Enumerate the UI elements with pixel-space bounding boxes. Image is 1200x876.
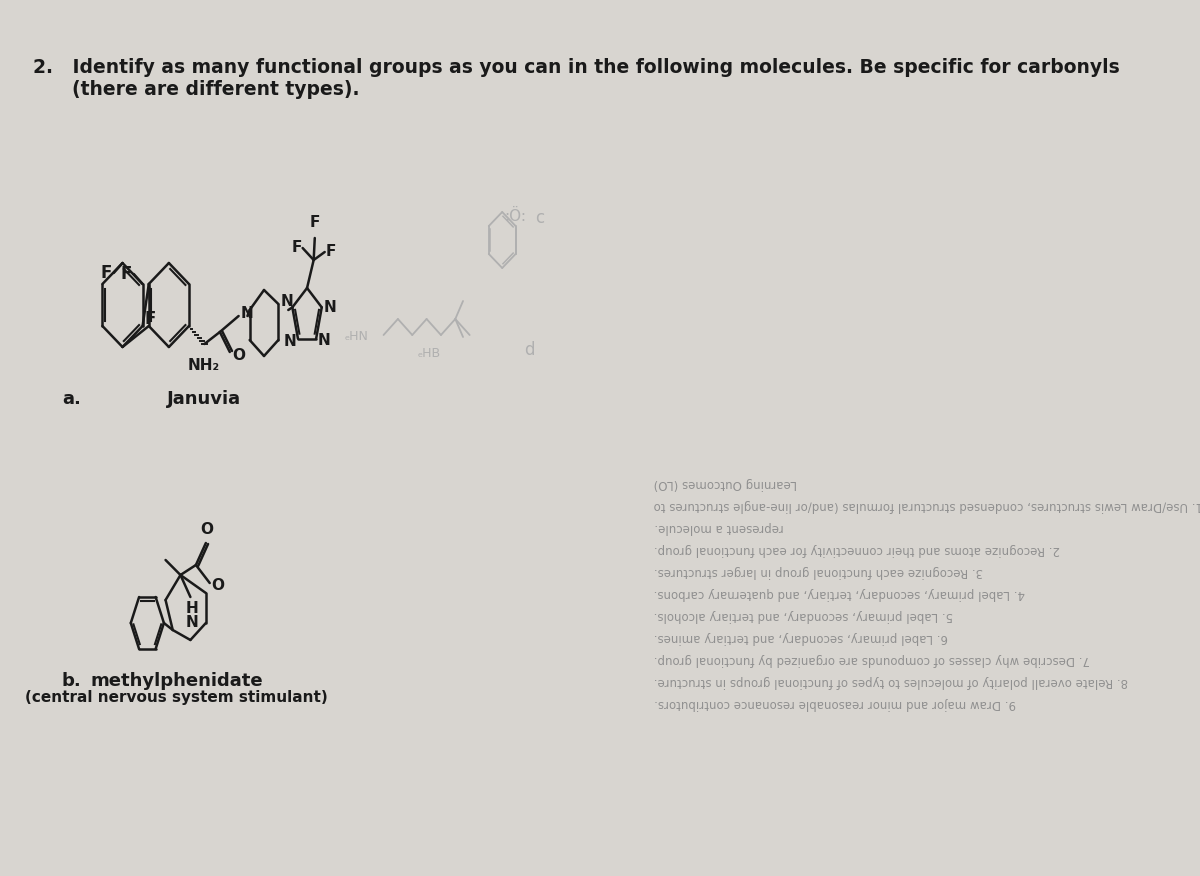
Text: b.: b. — [62, 672, 82, 690]
Text: methylphenidate: methylphenidate — [90, 672, 263, 690]
Text: 8. Relate overall polarity of molecules to types of functional groups in structu: 8. Relate overall polarity of molecules … — [654, 675, 1128, 688]
Text: F: F — [120, 265, 132, 283]
Text: N: N — [317, 333, 330, 348]
Text: N: N — [283, 334, 296, 350]
Text: 4. Label primary, secondary, tertiary, and quaternary carbons.: 4. Label primary, secondary, tertiary, a… — [654, 587, 1025, 600]
Text: 7. Describe why classes of compounds are organized by functional group.: 7. Describe why classes of compounds are… — [654, 653, 1091, 666]
Text: O: O — [200, 522, 214, 537]
Text: F: F — [310, 215, 320, 230]
Text: F: F — [144, 310, 156, 328]
Text: a.: a. — [62, 390, 80, 408]
Text: O: O — [233, 348, 246, 363]
Text: 3. Recognize each functional group in larger structures.: 3. Recognize each functional group in la… — [654, 565, 983, 578]
Text: O: O — [211, 578, 224, 594]
Text: d: d — [524, 341, 535, 359]
Text: H: H — [185, 601, 198, 616]
Text: N: N — [281, 293, 293, 308]
Text: NH₂: NH₂ — [187, 358, 220, 373]
Text: N: N — [324, 300, 336, 314]
Text: 5. Label primary, secondary, and tertiary alcohols.: 5. Label primary, secondary, and tertiar… — [654, 609, 953, 622]
Text: N: N — [240, 307, 253, 321]
Text: ₑHN: ₑHN — [344, 330, 368, 343]
Text: 6. Label primary, secondary, and tertiary amines.: 6. Label primary, secondary, and tertiar… — [654, 631, 948, 644]
Text: F: F — [100, 264, 112, 282]
Text: 2. Recognize atoms and their connectivity for each functional group.: 2. Recognize atoms and their connectivit… — [654, 543, 1060, 556]
Text: F: F — [292, 241, 301, 256]
Text: c: c — [535, 209, 545, 227]
Text: Januvia: Januvia — [167, 390, 241, 408]
Text: N: N — [185, 615, 198, 630]
Text: 2.   Identify as many functional groups as you can in the following molecules. B: 2. Identify as many functional groups as… — [34, 58, 1120, 99]
Text: F: F — [326, 244, 336, 259]
Text: 9. Draw major and minor reasonable resonance contributors.: 9. Draw major and minor reasonable reson… — [654, 697, 1016, 710]
Text: :Ö:: :Ö: — [504, 208, 527, 223]
Text: (central nervous system stimulant): (central nervous system stimulant) — [25, 690, 328, 705]
Text: ₑHB: ₑHB — [418, 347, 440, 360]
Text: 1. Use/Draw Lewis structures, condensed structural formulas (and/or line-angle s: 1. Use/Draw Lewis structures, condensed … — [654, 499, 1200, 512]
Text: represent a molecule.: represent a molecule. — [654, 521, 794, 534]
Text: Learning Outcomes (LO): Learning Outcomes (LO) — [654, 477, 797, 490]
